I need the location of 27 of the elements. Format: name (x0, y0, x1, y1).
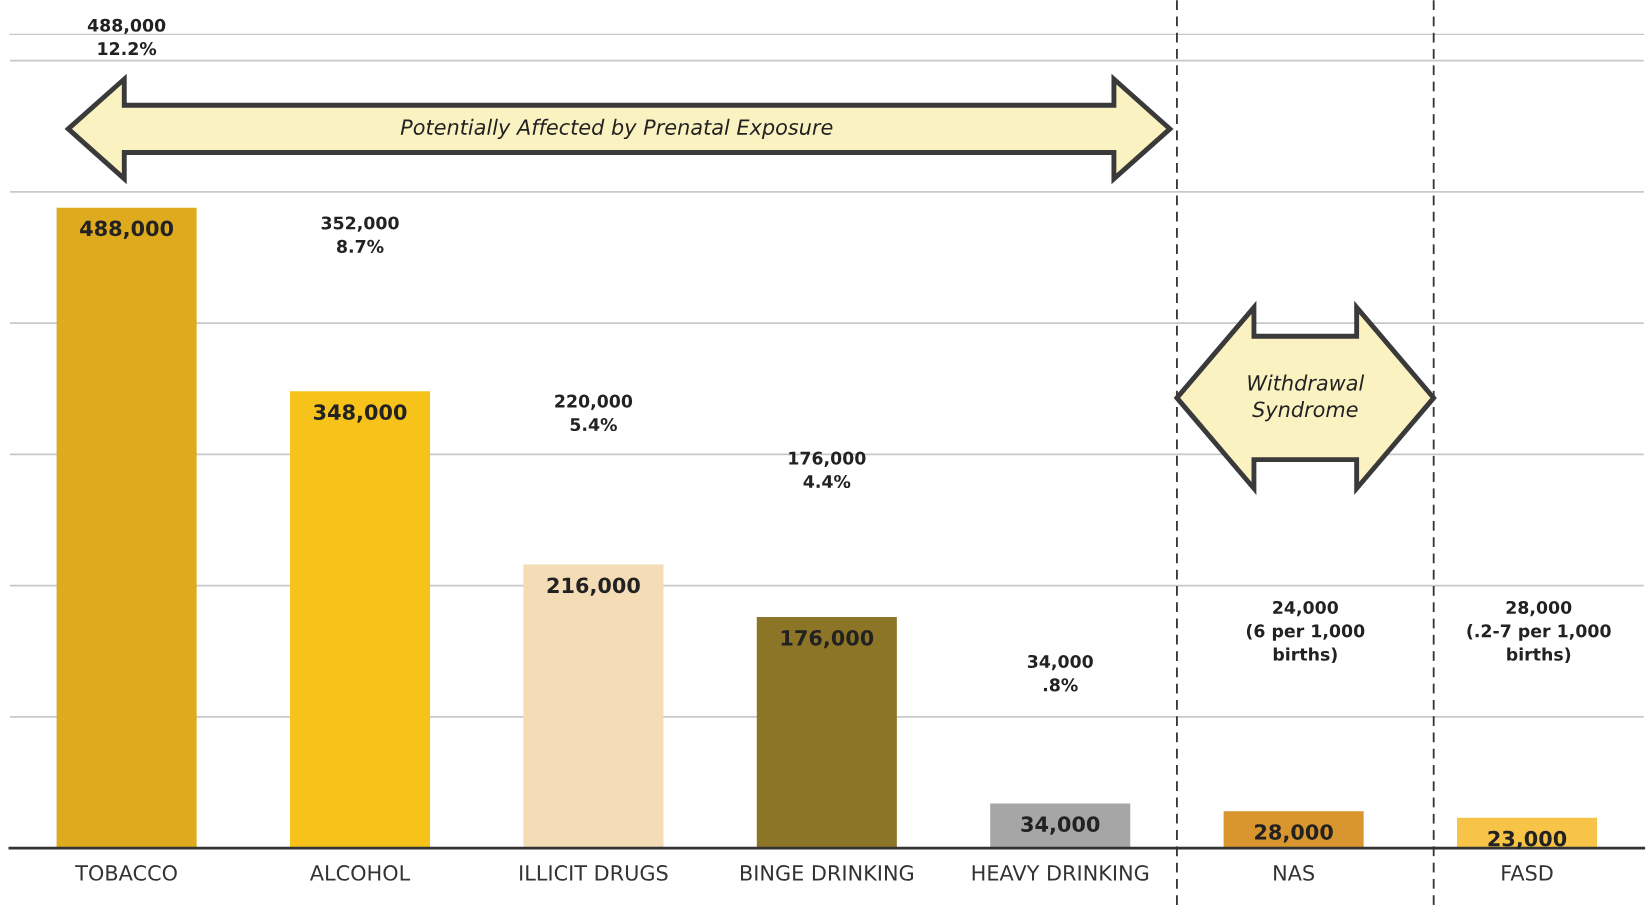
x-tick-label: BINGE DRINKING (741, 865, 913, 881)
annotation: 488,000 12.2% (87, 18, 166, 56)
x-tick-label: HEAVY DRINKING (972, 865, 1149, 881)
annotation: Potentially Affected by Prenatal Exposure (400, 118, 833, 139)
data-label: 34,000 (1021, 816, 1100, 835)
annotation: 34,000 .8% (1027, 654, 1093, 692)
data-label: 488,000 (80, 220, 174, 239)
annotation: 28,000 (.2-7 per 1,000 births) (1467, 600, 1611, 663)
data-label: 348,000 (313, 404, 407, 423)
x-tick-label: ALCOHOL (309, 865, 411, 881)
data-label: 216,000 (547, 577, 640, 596)
x-tick-label: FASD (1502, 865, 1553, 881)
bar (756, 617, 897, 849)
bar (523, 564, 664, 849)
data-label: 23,000 (1488, 830, 1567, 850)
annotation: 24,000 (6 per 1,000 births) (1246, 600, 1365, 663)
annotation: 220,000 5.4% (555, 394, 633, 432)
bar (56, 207, 197, 849)
x-tick-label: TOBACCO (75, 865, 177, 881)
bar (290, 391, 431, 849)
x-tick-label: ILLICIT DRUGS (520, 865, 668, 881)
annotation: 352,000 8.7% (321, 216, 399, 253)
data-label: 28,000 (1255, 824, 1333, 843)
x-tick-label: NAS (1274, 865, 1314, 881)
annotation: Withdrawal Syndrome (1248, 374, 1365, 422)
data-label: 176,000 (781, 629, 874, 649)
annotation: 176,000 4.4% (789, 451, 866, 489)
